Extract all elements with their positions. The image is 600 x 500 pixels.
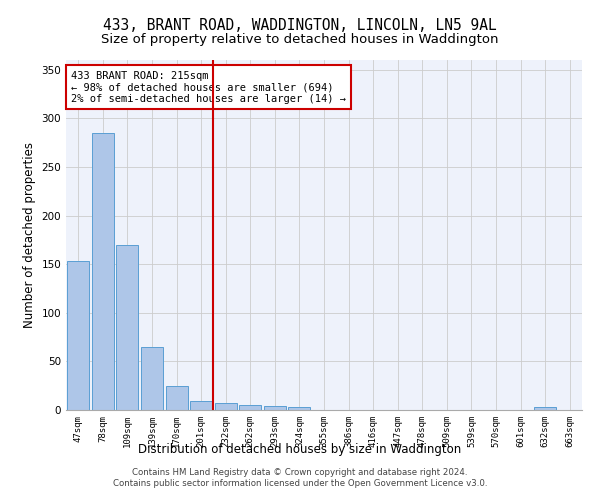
Bar xyxy=(166,386,188,410)
Text: 433, BRANT ROAD, WADDINGTON, LINCOLN, LN5 9AL: 433, BRANT ROAD, WADDINGTON, LINCOLN, LN… xyxy=(103,18,497,32)
Bar xyxy=(67,261,89,410)
Text: 433 BRANT ROAD: 215sqm
← 98% of detached houses are smaller (694)
2% of semi-det: 433 BRANT ROAD: 215sqm ← 98% of detached… xyxy=(71,70,346,104)
Bar xyxy=(289,407,310,410)
Bar xyxy=(116,244,139,410)
Text: Distribution of detached houses by size in Waddington: Distribution of detached houses by size … xyxy=(139,442,461,456)
Bar xyxy=(92,133,114,410)
Bar xyxy=(141,347,163,410)
Bar xyxy=(239,405,262,410)
Bar xyxy=(215,403,237,410)
Bar xyxy=(190,401,212,410)
Bar xyxy=(264,406,286,410)
Y-axis label: Number of detached properties: Number of detached properties xyxy=(23,142,36,328)
Bar xyxy=(534,407,556,410)
Text: Size of property relative to detached houses in Waddington: Size of property relative to detached ho… xyxy=(101,32,499,46)
Text: Contains HM Land Registry data © Crown copyright and database right 2024.
Contai: Contains HM Land Registry data © Crown c… xyxy=(113,468,487,487)
